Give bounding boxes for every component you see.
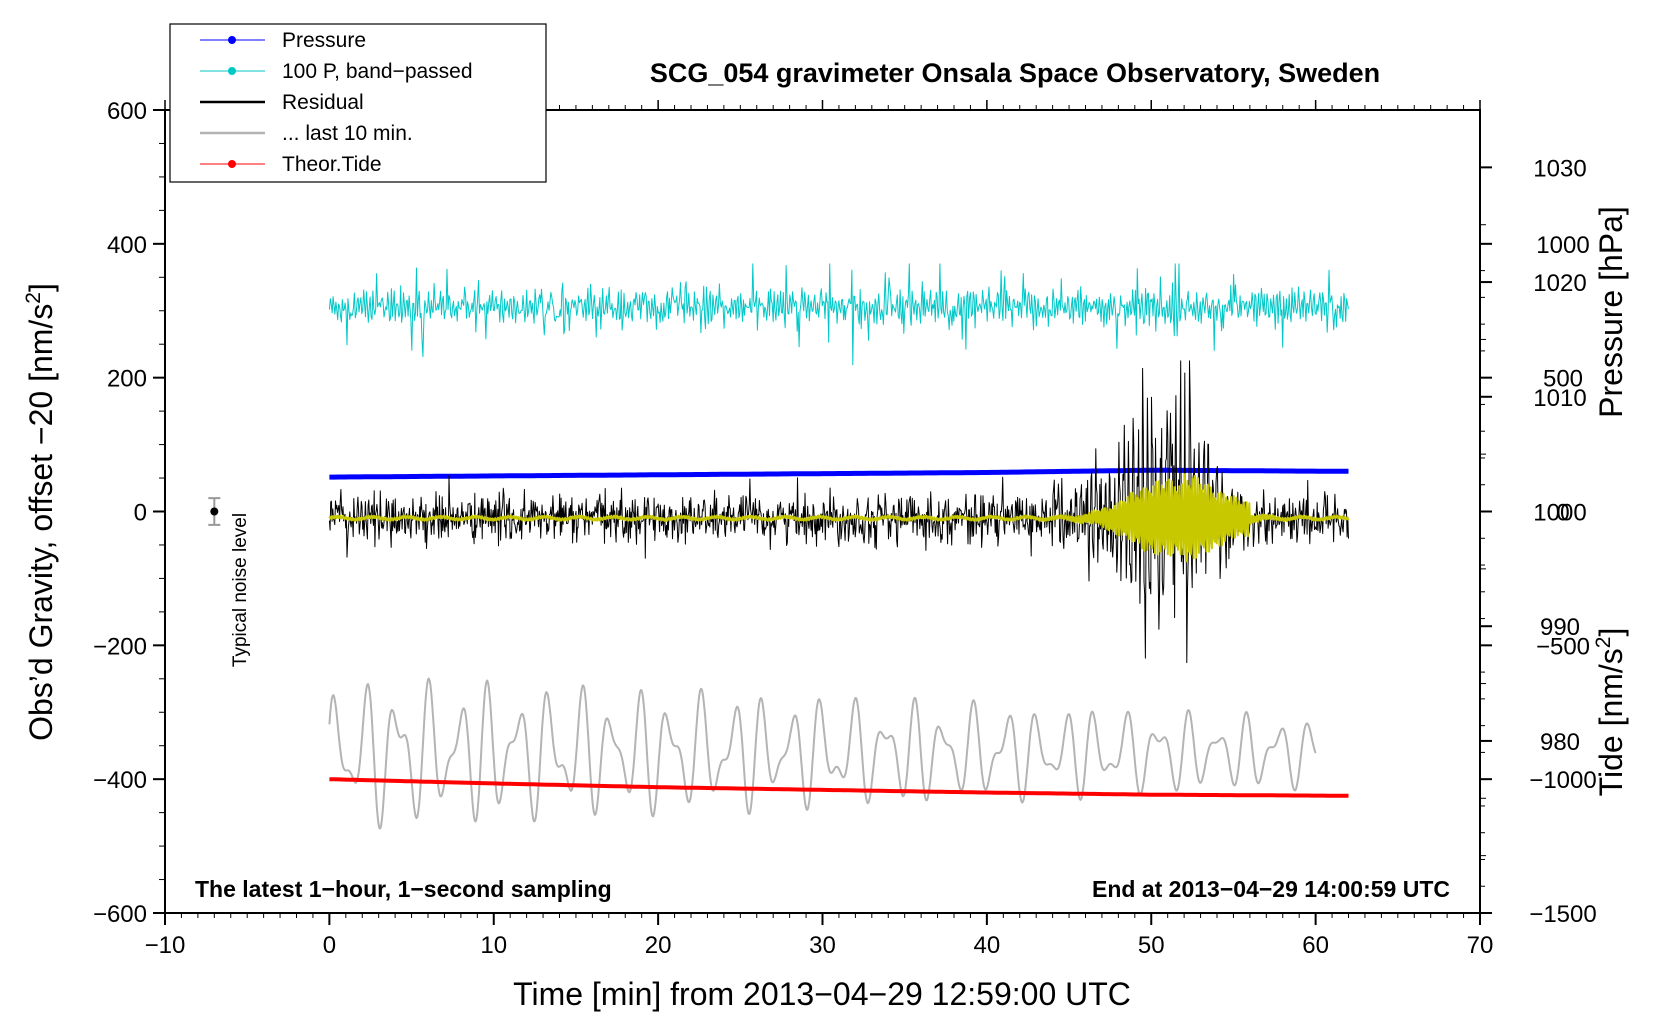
pressure-tick-label: 1010 bbox=[1533, 385, 1586, 412]
y-tick-label: −400 bbox=[93, 767, 147, 794]
annotation-sampling: The latest 1−hour, 1−second sampling bbox=[195, 876, 612, 902]
y-tick-label: 200 bbox=[107, 366, 147, 393]
x-tick-label: 40 bbox=[974, 932, 1001, 959]
y-tick-label: 600 bbox=[107, 98, 147, 125]
series-pressure-bandpassed bbox=[328, 263, 1349, 366]
series-pressure bbox=[329, 467, 1349, 480]
series-theoretical-tide bbox=[329, 777, 1349, 798]
x-tick-label: 20 bbox=[645, 932, 672, 959]
x-axis: −10 0 10 20 30 40 50 60 70 bbox=[145, 100, 1494, 959]
tide-tick-label: −1000 bbox=[1529, 767, 1596, 794]
x-axis-title: Time [min] from 2013−04−29 12:59:00 UTC bbox=[513, 976, 1131, 1012]
chart-title: SCG_054 gravimeter Onsala Space Observat… bbox=[650, 58, 1380, 88]
y-axis-tide: −1500 −1000 −500 0 500 1000 bbox=[1480, 232, 1597, 928]
series-residual bbox=[328, 360, 1349, 664]
x-tick-label: 0 bbox=[323, 932, 336, 959]
x-tick-label: −10 bbox=[145, 932, 186, 959]
legend-label: Pressure bbox=[282, 29, 366, 52]
series-last-10-min bbox=[328, 677, 1317, 830]
noise-point bbox=[210, 507, 219, 516]
y-axis-title-pressure: Pressure [hPa] bbox=[1593, 206, 1629, 418]
x-tick-label: 30 bbox=[809, 932, 836, 959]
pressure-tick-label: 980 bbox=[1540, 729, 1580, 756]
legend-label: 100 P, band−passed bbox=[282, 60, 473, 83]
pressure-tick-label: 990 bbox=[1540, 614, 1580, 641]
tide-tick-label: −1500 bbox=[1529, 901, 1596, 928]
y-axis-gravity: −600 −400 −200 0 200 400 600 bbox=[93, 98, 165, 928]
legend-label: Residual bbox=[282, 91, 364, 114]
legend: Pressure 100 P, band−passed Residual ... la… bbox=[169, 23, 547, 183]
x-tick-label: 70 bbox=[1467, 932, 1494, 959]
tide-tick-label: 500 bbox=[1543, 366, 1583, 393]
legend-marker bbox=[228, 67, 236, 75]
y-tick-label: −200 bbox=[93, 633, 147, 660]
y-tick-label: −600 bbox=[93, 901, 147, 928]
y-axis-title-tide: Tide [nm/s2] bbox=[1592, 628, 1629, 797]
x-tick-label: 50 bbox=[1138, 932, 1165, 959]
pressure-tick-label: 1020 bbox=[1533, 270, 1586, 297]
y-axis-title-gravity: Obs’d Gravity, offset −20 [nm/s2] bbox=[22, 283, 59, 741]
legend-label: ... last 10 min. bbox=[282, 122, 413, 145]
pressure-tick-label: 1000 bbox=[1533, 500, 1586, 527]
legend-marker bbox=[228, 160, 236, 168]
x-tick-label: 60 bbox=[1302, 932, 1329, 959]
y-tick-label: 0 bbox=[134, 500, 147, 527]
tide-tick-label: 1000 bbox=[1536, 232, 1589, 259]
series-layer bbox=[328, 263, 1350, 830]
x-tick-label: 10 bbox=[480, 932, 507, 959]
annotation-end-time: End at 2013−04−29 14:00:59 UTC bbox=[1092, 876, 1450, 902]
noise-level-label: Typical noise level bbox=[230, 513, 251, 667]
series-residual-filtered bbox=[328, 473, 1350, 563]
noise-level-marker bbox=[208, 497, 221, 526]
legend-marker bbox=[228, 36, 236, 44]
tide-tick-label: 0 bbox=[1556, 500, 1569, 527]
tide-tick-label: −500 bbox=[1536, 633, 1590, 660]
legend-label: Theor.Tide bbox=[282, 153, 382, 176]
y-tick-label: 400 bbox=[107, 232, 147, 259]
y-axis-pressure: 980 990 1000 1010 1020 1030 bbox=[1480, 155, 1587, 756]
pressure-tick-label: 1030 bbox=[1533, 155, 1586, 182]
